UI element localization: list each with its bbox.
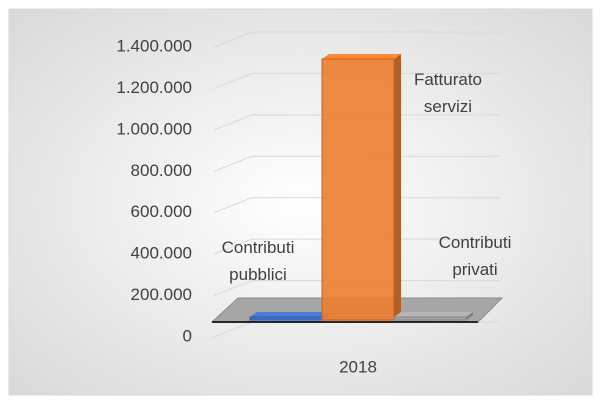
y-tick-label: 200.000 [131,285,192,304]
y-tick-label: 1.000.000 [116,119,192,138]
y-tick-label: 1.200.000 [116,78,192,97]
y-tick-label: 600.000 [131,202,192,221]
y-tick-label: 800.000 [131,161,192,180]
grid-line [213,280,500,297]
bar-side [394,54,401,320]
bar [249,316,323,321]
grid-line [213,72,500,89]
y-tick-label: 1.400.000 [116,36,192,55]
grid-line [213,155,500,172]
y-tick-label: 400.000 [131,244,192,263]
bar-side [466,312,473,320]
bar-top [394,312,473,317]
grid-line [213,114,500,131]
grid-line [213,31,500,48]
bar-top [322,54,401,59]
data-label: Contributi pubblici [221,238,295,284]
bar [393,316,467,321]
y-tick-label: 0 [183,326,192,345]
data-label: Fatturato servizi [413,70,483,116]
data-label: Contributi privati [438,233,512,279]
grid-line [213,197,500,214]
x-tick-label: 2018 [339,357,377,376]
grid-line [213,238,500,255]
bar-top [250,312,329,317]
bar [321,58,395,321]
